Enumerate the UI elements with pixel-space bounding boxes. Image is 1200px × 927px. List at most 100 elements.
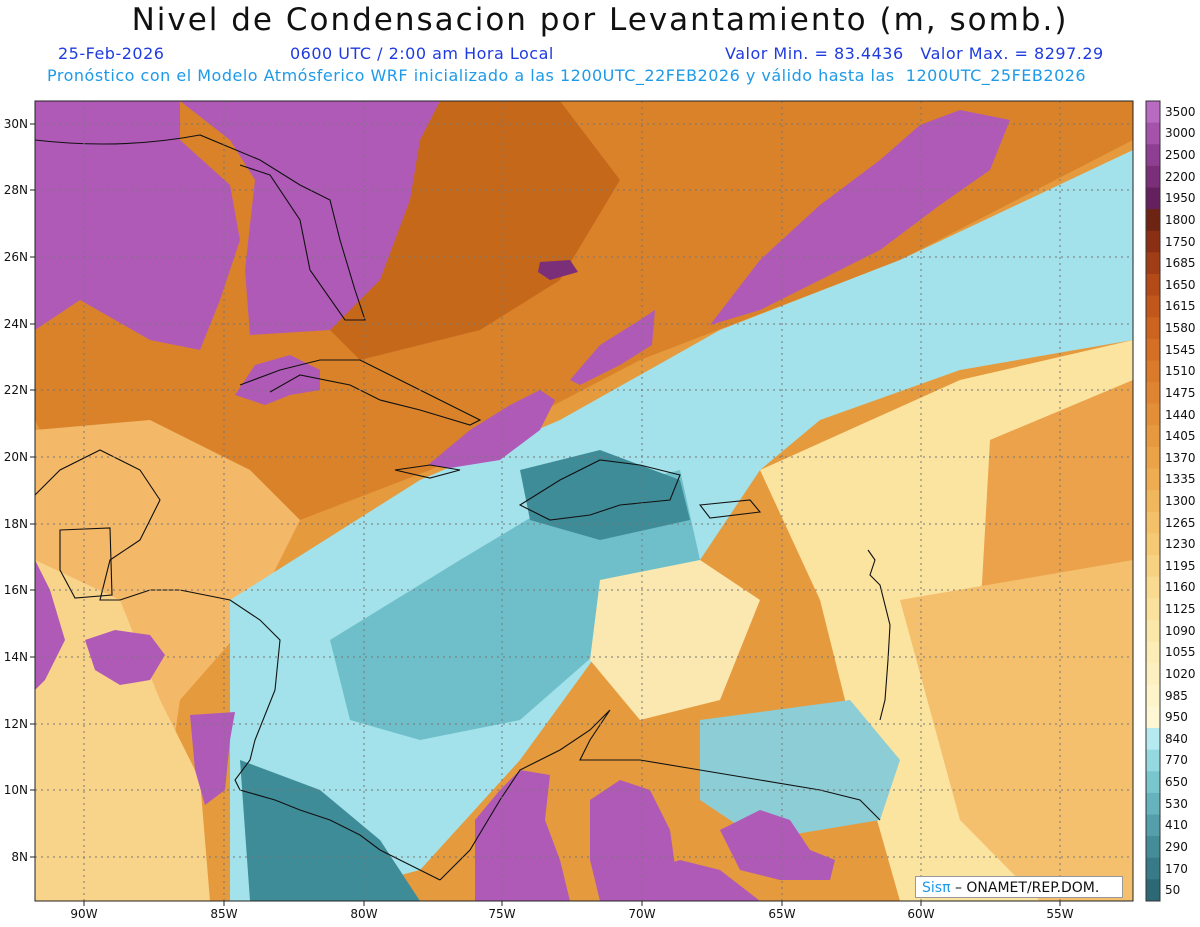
field-yellow-center xyxy=(590,560,760,720)
colorbar-swatch xyxy=(1146,382,1160,405)
colorbar-label: 1800 xyxy=(1165,212,1196,227)
colorbar-swatch xyxy=(1146,511,1160,534)
lon-label: 90W xyxy=(70,907,97,921)
colorbar-label: 1020 xyxy=(1165,666,1196,681)
colorbar-swatch xyxy=(1146,360,1160,383)
purple-gulf-coast xyxy=(35,101,240,350)
colorbar-label: 1510 xyxy=(1165,364,1196,379)
colorbar-label: 1230 xyxy=(1165,537,1196,552)
model-info: Pronóstico con el Modelo Atmósferico WRF… xyxy=(47,66,1087,85)
coastlines xyxy=(35,134,891,881)
colorbar-label: 1545 xyxy=(1165,342,1196,357)
colorbar-label: 1650 xyxy=(1165,277,1196,292)
colorbar-label: 3500 xyxy=(1165,104,1196,119)
colorbar-label: 1125 xyxy=(1165,602,1196,617)
colorbar-swatch xyxy=(1146,576,1160,599)
axis-ticks xyxy=(30,123,1061,906)
field-tan-east xyxy=(900,560,1133,901)
forecast-date: 25-Feb-2026 xyxy=(58,44,165,63)
colorbar-label: 1405 xyxy=(1165,429,1196,444)
purple-haiti-bahamas xyxy=(428,390,555,468)
colorbar-label: 1750 xyxy=(1165,234,1196,249)
colorbar-swatch xyxy=(1146,209,1160,232)
colorbar-label: 2500 xyxy=(1165,148,1196,163)
colorbar-swatch xyxy=(1146,619,1160,643)
colorbar-label: 950 xyxy=(1165,710,1188,725)
colorbar-swatch xyxy=(1146,273,1160,297)
colorbar-label: 1580 xyxy=(1165,321,1196,336)
colorbar-swatch xyxy=(1146,252,1160,275)
value-min-max: Valor Min. = 83.4436 Valor Max. = 8297.2… xyxy=(725,44,1104,63)
lon-label: 80W xyxy=(350,907,377,921)
purple-venezuela-south xyxy=(620,860,760,901)
lat-label: 10N xyxy=(4,783,28,797)
colorbar-swatch xyxy=(1146,425,1160,448)
colorbar-label: 650 xyxy=(1165,775,1188,790)
purple-nicaragua xyxy=(190,712,235,805)
purple-atlantic-band xyxy=(710,110,1010,325)
colorbar-label: 1335 xyxy=(1165,472,1196,487)
colorbar-label: 410 xyxy=(1165,818,1188,833)
colorbar-label: 1440 xyxy=(1165,407,1196,422)
map-grid xyxy=(35,101,1133,901)
lon-label: 55W xyxy=(1046,907,1073,921)
colorbar-label: 170 xyxy=(1165,861,1188,876)
forecast-time: 0600 UTC / 2:00 am Hora Local xyxy=(290,44,554,63)
lat-label: 24N xyxy=(4,317,28,331)
lon-label: 65W xyxy=(768,907,795,921)
colorbar-swatch xyxy=(1146,403,1160,426)
colorbar-swatch xyxy=(1146,684,1160,707)
onamet-logo: Sisπ – ONAMET/REP.DOM. xyxy=(915,876,1123,898)
colorbar-swatch xyxy=(1146,338,1160,361)
colorbar-swatch xyxy=(1146,230,1160,253)
colorbar-label: 1950 xyxy=(1165,191,1196,206)
colorbar-swatch xyxy=(1146,836,1160,859)
lon-label: 70W xyxy=(628,907,655,921)
colorbar-label: 1475 xyxy=(1165,385,1196,400)
colorbar-frame xyxy=(1145,100,1161,902)
colorbar-swatch xyxy=(1146,555,1160,578)
colorbar-label: 50 xyxy=(1165,883,1181,898)
lat-label: 30N xyxy=(4,117,28,131)
purple-florida xyxy=(180,101,440,335)
colorbar-label: 840 xyxy=(1165,731,1188,746)
colorbar-swatch xyxy=(1146,533,1160,556)
colorbar-label: 1195 xyxy=(1165,558,1196,573)
colorbar-label: 985 xyxy=(1165,688,1188,703)
lat-label: 8N xyxy=(11,850,28,864)
lon-label: 85W xyxy=(210,907,237,921)
colorbar-swatch xyxy=(1146,857,1160,880)
colorbar-label: 1615 xyxy=(1165,299,1196,314)
lon-label: 60W xyxy=(907,907,934,921)
dark-purple-spot xyxy=(538,260,578,280)
colorbar-swatch xyxy=(1146,317,1160,340)
colorbar-label: 530 xyxy=(1165,796,1188,811)
colorbar-swatch xyxy=(1146,187,1160,210)
colorbar-label: 3000 xyxy=(1165,126,1196,141)
colorbar-swatch xyxy=(1146,641,1160,664)
colorbar-swatch xyxy=(1146,771,1160,794)
colorbar-swatch xyxy=(1146,598,1160,621)
lat-label: 12N xyxy=(4,717,28,731)
chart-title: Nivel de Condensacion por Levantamiento … xyxy=(131,2,1069,38)
colorbar-label: 1265 xyxy=(1165,515,1196,530)
lat-label: 22N xyxy=(4,383,28,397)
purple-venezuela-east xyxy=(720,810,835,880)
lat-label: 28N xyxy=(4,183,28,197)
purple-cuba xyxy=(235,355,320,405)
colorbar-label: 2200 xyxy=(1165,169,1196,184)
colorbar-label: 770 xyxy=(1165,753,1188,768)
purple-turks xyxy=(570,310,655,385)
colorbar-swatch xyxy=(1146,814,1160,837)
colorbar-swatch xyxy=(1146,490,1160,513)
lat-label: 20N xyxy=(4,450,28,464)
colorbar-swatch xyxy=(1146,144,1160,167)
colorbar-label: 290 xyxy=(1165,839,1188,854)
colorbar-label: 1300 xyxy=(1165,494,1196,508)
colorbar-label: 1160 xyxy=(1165,580,1196,595)
lat-label: 14N xyxy=(4,650,28,664)
sispi-logo-text: Sisπ xyxy=(922,880,951,896)
onamet-credit: – ONAMET/REP.DOM. xyxy=(954,880,1100,896)
lon-label: 75W xyxy=(488,907,515,921)
